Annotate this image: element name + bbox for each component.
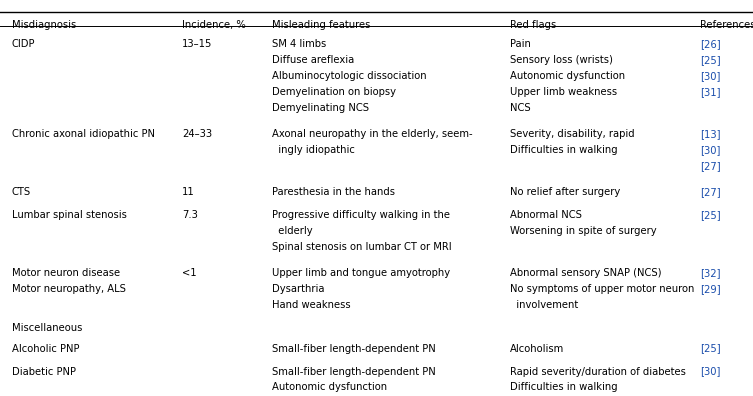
Text: Miscellaneous: Miscellaneous	[12, 323, 82, 333]
Text: Demyelination on biopsy: Demyelination on biopsy	[272, 87, 396, 97]
Text: [30]: [30]	[700, 367, 721, 377]
Text: Pain: Pain	[510, 39, 531, 49]
Text: No relief after surgery: No relief after surgery	[510, 187, 620, 197]
Text: <1: <1	[182, 268, 197, 278]
Text: CTS: CTS	[12, 187, 31, 197]
Text: Diabetic PNP: Diabetic PNP	[12, 367, 76, 377]
Text: SM 4 limbs: SM 4 limbs	[272, 39, 326, 49]
Text: Red flags: Red flags	[510, 20, 556, 30]
Text: [26]: [26]	[700, 39, 721, 49]
Text: Lumbar spinal stenosis: Lumbar spinal stenosis	[12, 210, 127, 220]
Text: [29]: [29]	[700, 284, 721, 294]
Text: [13]: [13]	[700, 129, 721, 139]
Text: Severity, disability, rapid: Severity, disability, rapid	[510, 129, 635, 139]
Text: References: References	[700, 20, 753, 30]
Text: Motor neuropathy, ALS: Motor neuropathy, ALS	[12, 284, 126, 294]
Text: Small-fiber length-dependent PN: Small-fiber length-dependent PN	[272, 344, 436, 354]
Text: Alcoholic PNP: Alcoholic PNP	[12, 344, 80, 354]
Text: Abnormal NCS: Abnormal NCS	[510, 210, 582, 220]
Text: 13–15: 13–15	[182, 39, 212, 49]
Text: Autonomic dysfunction: Autonomic dysfunction	[510, 71, 625, 81]
Text: 11: 11	[182, 187, 195, 197]
Text: [25]: [25]	[700, 344, 721, 354]
Text: Spinal stenosis on lumbar CT or MRI: Spinal stenosis on lumbar CT or MRI	[272, 242, 452, 252]
Text: [30]: [30]	[700, 145, 721, 155]
Text: 24–33: 24–33	[182, 129, 212, 139]
Text: Chronic axonal idiopathic PN: Chronic axonal idiopathic PN	[12, 129, 155, 139]
Text: [31]: [31]	[700, 87, 721, 97]
Text: Difficulties in walking: Difficulties in walking	[510, 383, 617, 392]
Text: Abnormal sensory SNAP (NCS): Abnormal sensory SNAP (NCS)	[510, 268, 661, 278]
Text: Sensory loss (wrists): Sensory loss (wrists)	[510, 55, 613, 65]
Text: Paresthesia in the hands: Paresthesia in the hands	[272, 187, 395, 197]
Text: Motor neuron disease: Motor neuron disease	[12, 268, 120, 278]
Text: Upper limb and tongue amyotrophy: Upper limb and tongue amyotrophy	[272, 268, 450, 278]
Text: Diffuse areflexia: Diffuse areflexia	[272, 55, 354, 65]
Text: NCS: NCS	[510, 103, 531, 113]
Text: Incidence, %: Incidence, %	[182, 20, 245, 30]
Text: Difficulties in walking: Difficulties in walking	[510, 145, 617, 155]
Text: [27]: [27]	[700, 161, 721, 171]
Text: [30]: [30]	[700, 71, 721, 81]
Text: 7.3: 7.3	[182, 210, 198, 220]
Text: Small-fiber length-dependent PN: Small-fiber length-dependent PN	[272, 367, 436, 377]
Text: No symptoms of upper motor neuron: No symptoms of upper motor neuron	[510, 284, 694, 294]
Text: Autonomic dysfunction: Autonomic dysfunction	[272, 383, 387, 392]
Text: [25]: [25]	[700, 210, 721, 220]
Text: [32]: [32]	[700, 268, 721, 278]
Text: Upper limb weakness: Upper limb weakness	[510, 87, 617, 97]
Text: involvement: involvement	[510, 300, 578, 310]
Text: [27]: [27]	[700, 187, 721, 197]
Text: Demyelinating NCS: Demyelinating NCS	[272, 103, 369, 113]
Text: elderly: elderly	[272, 226, 312, 236]
Text: [25]: [25]	[700, 55, 721, 65]
Text: Dysarthria: Dysarthria	[272, 284, 325, 294]
Text: Alcoholism: Alcoholism	[510, 344, 564, 354]
Text: Misleading features: Misleading features	[272, 20, 370, 30]
Text: ingly idiopathic: ingly idiopathic	[272, 145, 355, 155]
Text: Rapid severity/duration of diabetes: Rapid severity/duration of diabetes	[510, 367, 686, 377]
Text: Axonal neuropathy in the elderly, seem-: Axonal neuropathy in the elderly, seem-	[272, 129, 473, 139]
Text: Misdiagnosis: Misdiagnosis	[12, 20, 76, 30]
Text: Worsening in spite of surgery: Worsening in spite of surgery	[510, 226, 657, 236]
Text: CIDP: CIDP	[12, 39, 35, 49]
Text: Albuminocytologic dissociation: Albuminocytologic dissociation	[272, 71, 427, 81]
Text: Hand weakness: Hand weakness	[272, 300, 351, 310]
Text: Progressive difficulty walking in the: Progressive difficulty walking in the	[272, 210, 450, 220]
